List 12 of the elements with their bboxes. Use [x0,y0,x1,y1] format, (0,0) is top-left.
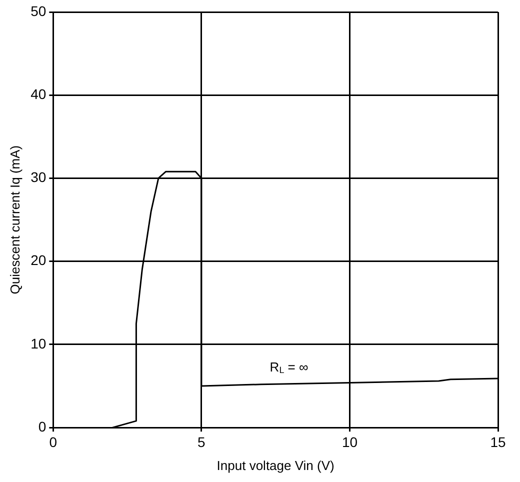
x-tick-label: 5 [198,434,206,450]
y-tick-label: 20 [30,252,46,268]
y-tick-label: 30 [30,169,46,186]
y-tick-label: 0 [38,418,46,434]
x-tick-label: 15 [490,434,506,450]
y-tick-label: 50 [30,2,46,19]
y-tick-label: 40 [30,86,46,102]
x-tick-label: 10 [342,434,358,450]
y-axis-title: Quiescent current Iq (mA) [7,145,22,294]
y-tick-label: 10 [30,335,46,352]
x-axis-title: Input voltage Vin (V) [216,458,334,473]
x-tick-label: 0 [49,434,58,450]
